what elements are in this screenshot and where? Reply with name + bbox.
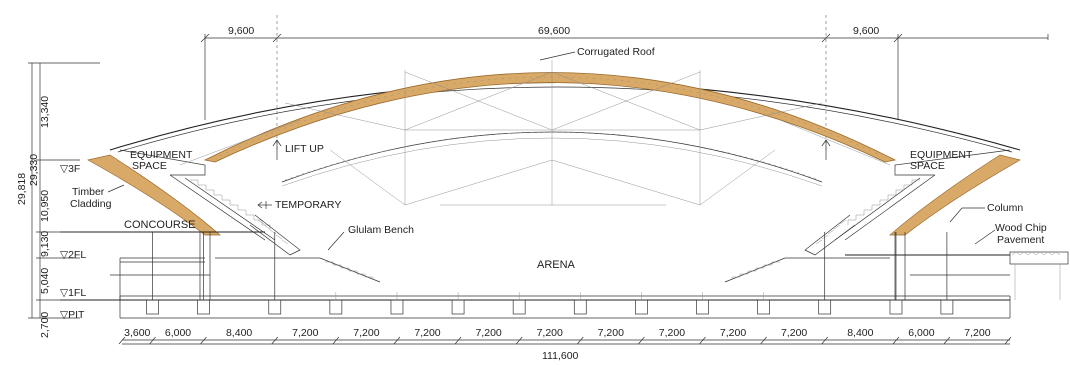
level-3f: ▽3F [60, 163, 80, 175]
dimension-tick [577, 336, 584, 345]
timber-arch [203, 72, 897, 163]
top-dim-0: 9,600 [228, 25, 254, 37]
label-equipment-right-1: EQUIPMENT [910, 149, 973, 161]
label-timber-2: Cladding [70, 198, 112, 210]
ground-floor [60, 232, 1011, 319]
left-dim-2: 10,950 [39, 190, 51, 222]
dimension-tick [393, 336, 401, 345]
footing [757, 299, 770, 315]
dimension-tick [638, 336, 645, 345]
dimension-tick [943, 336, 951, 345]
label-arena: ARENA [537, 259, 576, 271]
bottom-dim-5: 7,200 [414, 327, 440, 339]
top-dim-2: 9,600 [853, 25, 879, 37]
bottom-dim-10: 7,200 [720, 327, 746, 339]
dimension-tick [515, 336, 523, 345]
level-pit: ▽PIT [60, 309, 85, 321]
dimension-tick [821, 336, 828, 345]
left-wing [60, 154, 381, 300]
footing [197, 299, 210, 315]
left-dim-0: 13,340 [39, 96, 51, 128]
label-corrugated-roof: Corrugated Roof [577, 46, 655, 58]
label-concourse: CONCOURSE [124, 219, 196, 231]
left-dim-4: 5,040 [39, 268, 51, 294]
dimension-tick [1004, 336, 1012, 345]
left-dim-5: 2,700 [39, 312, 51, 338]
right-wing [724, 154, 1069, 300]
dimension-tick [118, 336, 126, 345]
footing [268, 299, 282, 315]
total-width: 111,600 [542, 350, 579, 362]
bottom-dim-9: 7,200 [659, 327, 685, 339]
lift-arrow-left-icon [272, 139, 282, 160]
label-equipment-left-2: SPACE [132, 160, 167, 172]
label-equipment-right-2: SPACE [910, 160, 945, 172]
bottom-dim-14: 7,200 [964, 327, 990, 339]
left-dim-3: 9,130 [39, 231, 51, 257]
footing [329, 299, 343, 315]
footing [818, 299, 832, 315]
footing [573, 299, 587, 315]
dimension-tick [454, 336, 462, 345]
annotations: Corrugated Roof EQUIPMENT SPACE EQUIPMEN… [70, 46, 1047, 271]
dimension-tick [892, 336, 900, 345]
footing [390, 299, 404, 315]
temporary-arrow-icon [257, 201, 272, 209]
bottom-dim-4: 7,200 [353, 327, 379, 339]
bottom-dim-3: 7,200 [292, 327, 318, 339]
label-timber-1: Timber [72, 186, 105, 198]
label-woodchip-1: Wood Chip [995, 222, 1047, 234]
footing [940, 299, 954, 315]
dimension-tick [760, 336, 767, 345]
bottom-dim-6: 7,200 [475, 327, 501, 339]
bottom-dim-8: 7,200 [598, 327, 624, 339]
dimension-tick [149, 336, 156, 345]
footing [451, 299, 465, 315]
bottom-dim-1: 6,000 [165, 327, 191, 339]
top-dimension-line: 9,600 69,600 9,600 [200, 15, 1049, 150]
left-dim-1: 29,330 [28, 154, 40, 186]
footing [889, 299, 903, 315]
left-dim-overall: 29,818 [16, 173, 28, 205]
bottom-dim-7: 7,200 [537, 327, 563, 339]
footing [635, 299, 648, 315]
level-1fl: ▽1FL [60, 287, 86, 299]
left-dimension-lines: 29,818 13,340 29,330 10,950 9,130 5,040 … [16, 62, 100, 338]
dimension-tick [200, 336, 207, 345]
top-dim-1: 69,600 [538, 25, 570, 37]
bottom-dimension-line: 3,600 6,000 8,400 7,200 7,200 7,200 7,200 7,200… [118, 327, 1012, 362]
bottom-dim-12: 8,400 [847, 327, 873, 339]
level-markers: ▽3F ▽2FL ▽1FL ▽PIT [60, 163, 86, 321]
label-temporary: TEMPORARY [275, 199, 341, 211]
lift-arrow-right-icon [821, 139, 831, 160]
bottom-dim-11: 7,200 [781, 327, 807, 339]
label-glulam-bench: Glulam Bench [348, 224, 414, 236]
dimension-tick [699, 336, 706, 345]
bottom-dim-2: 8,400 [226, 327, 252, 339]
dimension-tick [271, 336, 279, 345]
label-woodchip-2: Pavement [997, 234, 1044, 246]
label-lift-up: LIFT UP [285, 143, 324, 155]
bottom-dim-0: 3,600 [124, 327, 150, 339]
footing [696, 299, 709, 315]
bottom-dim-13: 6,000 [908, 327, 934, 339]
label-equipment-left-1: EQUIPMENT [130, 149, 193, 161]
footing [146, 299, 159, 315]
footing [512, 299, 526, 315]
roof-structure [109, 60, 1021, 206]
label-column: Column [987, 202, 1023, 214]
level-2fl: ▽2FL [60, 249, 86, 261]
dimension-tick [332, 336, 340, 345]
